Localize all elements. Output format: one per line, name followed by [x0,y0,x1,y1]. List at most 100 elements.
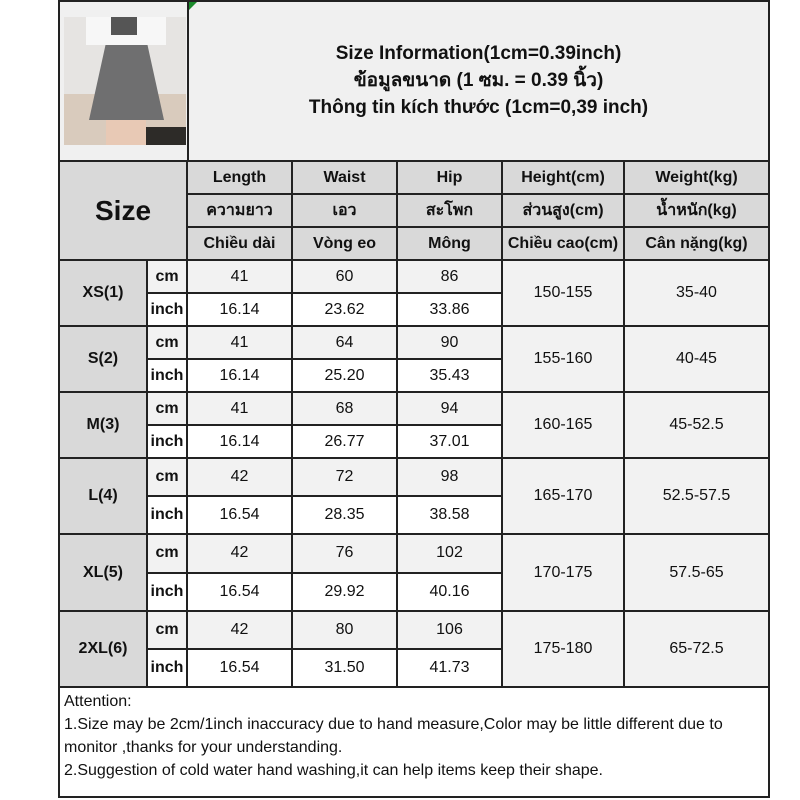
size-table: Size Length Waist Hip Height(cm) Weight(kg) คว… [60,160,768,688]
column-header: Mông [396,226,503,261]
unit-inch: inch [147,358,188,393]
inch-value: 23.62 [291,292,398,327]
weight-range: 40-45 [623,325,768,393]
table-row-cm: 2XL(6) cm 42 80 106 175-180 65-72.5 [60,610,768,688]
height-range: 165-170 [501,457,625,535]
chart-header-area: Size Information(1cm=0.39inch) ข้อมูลขนา… [60,2,768,162]
cm-value: 90 [396,325,503,360]
table-row-inch: inch 16.14 25.20 35.43 [60,358,768,393]
size-chart: Size Information(1cm=0.39inch) ข้อมูลขนา… [58,0,770,798]
size-label: 2XL(6) [60,610,148,688]
column-header: Length [186,160,293,195]
cm-value: 76 [291,533,398,574]
title-en: Size Information(1cm=0.39inch) [335,43,622,64]
height-range: 175-180 [501,610,625,688]
column-header: Hip [396,160,503,195]
cm-value: 80 [291,610,398,650]
header-row-en: Size Length Waist Hip Height(cm) Weight(kg) [60,160,768,261]
unit-cm: cm [146,325,188,360]
unit-cm: cm [146,610,188,650]
size-info-title: Size Information(1cm=0.39inch) ข้อมูลขนา… [189,2,768,160]
cm-value: 41 [186,259,293,294]
inch-value: 25.20 [291,358,398,393]
height-range: 170-175 [501,533,625,612]
cm-value: 41 [186,391,293,426]
height-range: 155-160 [501,325,625,393]
inch-value: 26.77 [291,424,398,459]
inch-value: 33.86 [396,292,502,327]
inch-value: 16.14 [186,292,293,327]
size-label: XL(5) [60,533,148,612]
column-header: เอว [291,193,398,228]
unit-inch: inch [147,495,188,535]
inch-value: 16.14 [186,358,293,393]
cm-value: 68 [291,391,398,426]
weight-range: 35-40 [623,259,768,327]
inch-value: 29.92 [291,571,398,612]
inch-value: 37.01 [396,424,502,459]
table-row-cm: XL(5) cm 42 76 102 170-175 57.5-65 [60,533,768,612]
attention-line-2: 2.Suggestion of cold water hand washing,… [64,762,603,779]
unit-inch: inch [147,571,188,612]
table-row-inch: inch 16.14 23.62 33.86 [60,292,768,327]
cm-value: 64 [291,325,398,360]
table-row-cm: S(2) cm 41 64 90 155-160 40-45 [60,325,768,393]
title-vi: Thông tin kích thước (1cm=0,39 inch) [308,97,649,118]
table-row-inch: inch 16.54 31.50 41.73 [60,648,768,688]
unit-cm: cm [146,259,188,294]
column-header: Waist [291,160,398,195]
column-header: Chiều cao(cm) [501,226,625,261]
header-row-th: ความยาว เอว สะโพก ส่วนสูง(cm) น้ำหนัก(kg) [60,193,768,228]
inch-value: 35.43 [396,358,502,393]
unit-cm: cm [146,391,188,426]
cm-value: 42 [186,533,293,574]
table-row-cm: M(3) cm 41 68 94 160-165 45-52.5 [60,391,768,459]
column-header: สะโพก [396,193,503,228]
inch-value: 40.16 [396,571,502,612]
size-label: S(2) [60,325,148,393]
unit-inch: inch [147,424,188,459]
size-label: L(4) [60,457,148,535]
weight-range: 52.5-57.5 [623,457,768,535]
column-header: Cân nặng(kg) [623,226,768,261]
cm-value: 60 [291,259,398,294]
size-header: Size [60,160,188,261]
column-header: Chiều dài [187,226,293,261]
attention-heading: Attention: [64,693,132,710]
attention-line-1: 1.Size may be 2cm/1inch inaccuracy due t… [64,716,723,756]
column-header: Vòng eo [291,226,398,261]
inch-value: 38.58 [396,495,502,535]
column-header: ความยาว [187,193,293,228]
weight-range: 57.5-65 [623,533,768,612]
inch-value: 31.50 [291,648,398,688]
cm-value: 102 [396,533,503,574]
size-label: M(3) [60,391,148,459]
cm-value: 86 [396,259,503,294]
column-header: ส่วนสูง(cm) [501,193,625,228]
unit-inch: inch [147,648,188,688]
header-row-vi: Chiều dài Vòng eo Mông Chiều cao(cm) Cân nặn… [60,226,768,261]
table-row-inch: inch 16.54 29.92 40.16 [60,571,768,612]
table-row-inch: inch 16.14 26.77 37.01 [60,424,768,459]
title-th: ข้อมูลขนาด (1 ซม. = 0.39 นิ้ว) [353,70,604,91]
table-row-cm: XS(1) cm 41 60 86 150-155 35-40 [60,259,768,327]
unit-cm: cm [146,533,188,574]
cm-value: 42 [186,457,293,497]
height-range: 150-155 [501,259,625,327]
inch-value: 16.14 [186,424,293,459]
pleated-skirt-image [64,17,186,145]
size-label: XS(1) [60,259,148,327]
column-header: Height(cm) [501,160,625,195]
unit-inch: inch [147,292,188,327]
unit-cm: cm [146,457,188,497]
cm-value: 106 [396,610,503,650]
height-range: 160-165 [501,391,625,459]
weight-range: 45-52.5 [623,391,768,459]
attention-notes: Attention: 1.Size may be 2cm/1inch inacc… [60,688,768,784]
cm-value: 42 [186,610,293,650]
table-row-inch: inch 16.54 28.35 38.58 [60,495,768,535]
column-header: Weight(kg) [623,160,768,195]
inch-value: 16.54 [186,495,293,535]
cm-value: 72 [291,457,398,497]
inch-value: 16.54 [186,571,293,612]
